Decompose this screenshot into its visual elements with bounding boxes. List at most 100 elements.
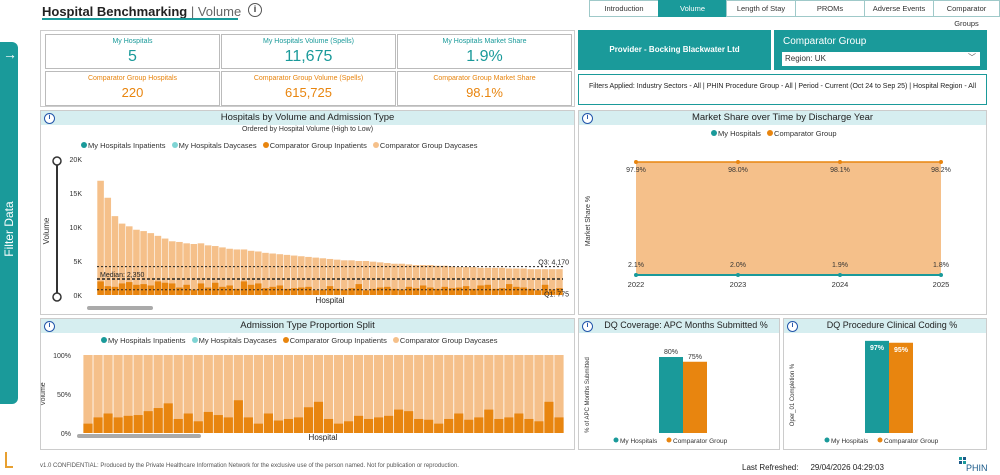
bar-comparator-inpatients: [213, 415, 223, 433]
bar-comparator-inpatients: [374, 417, 384, 433]
bar-comparator-inpatients: [326, 286, 334, 295]
bar-comparator-inpatients: [173, 418, 183, 433]
kpi-label: Comparator Group Market Share: [433, 75, 536, 82]
legend-label: My Hospitals Inpatients: [108, 336, 186, 345]
info-icon[interactable]: i: [248, 3, 262, 17]
chart-legend: My Hospitals Inpatients My Hospitals Day…: [97, 336, 497, 345]
bar-comparator-inpatients: [348, 288, 355, 295]
chart-legend: My Hospitals Inpatients My Hospitals Day…: [77, 141, 477, 150]
dq-coverage-chart: % of APC Months Submitted 80% 75% My Hospit…: [585, 349, 728, 445]
bar-comparator-daycases: [527, 269, 535, 295]
bar-comparator-daycases: [412, 265, 420, 295]
bar-comparator-daycases: [376, 262, 384, 295]
bar-comparator-daycases: [125, 226, 133, 295]
bar-comparator-inpatients: [434, 288, 441, 295]
refreshed-label: Last Refreshed:: [742, 463, 799, 472]
point-my-hospitals: [838, 273, 842, 277]
bar-comparator-inpatients: [405, 286, 413, 295]
bar-comparator-daycases: [173, 355, 183, 433]
bar-comparator-daycases: [362, 261, 370, 295]
tab-proms[interactable]: PROMs: [795, 0, 865, 17]
bar-comparator-daycases: [103, 355, 113, 433]
legend-dot: [392, 337, 399, 343]
info-icon[interactable]: i: [787, 321, 798, 332]
legend-dot: [711, 130, 717, 136]
bar-comparator-inpatients: [494, 418, 504, 433]
chart-title: Hospitals by Volume and Admission Type: [220, 112, 395, 123]
bar-comparator-daycases: [363, 355, 374, 433]
bar-comparator-inpatients: [464, 419, 474, 433]
x-tick-label: 2022: [628, 280, 645, 289]
bar-comparator-inpatients: [534, 290, 542, 295]
y-axis-label: % of APC Months Submitted: [585, 357, 591, 433]
market-share-panel: i Market Share over Time by Discharge Ye…: [578, 110, 987, 315]
chart-title: DQ Coverage: APC Months Submitted %: [604, 320, 768, 330]
bar-comparator-daycases: [326, 258, 334, 295]
tab-introduction[interactable]: Introduction: [589, 0, 659, 17]
page-title-main: Hospital Benchmarking: [42, 4, 188, 19]
bar-comparator-inpatients: [363, 418, 374, 433]
legend-dot: [171, 142, 178, 148]
tab-comparator-groups[interactable]: Comparator Groups: [933, 0, 1000, 28]
panel-header: [41, 111, 574, 125]
bar-comparator-daycases: [298, 256, 305, 295]
bar-comparator-inpatients: [226, 285, 233, 295]
x-axis-label: Hospital: [309, 433, 338, 442]
data-label-comparator: 98.2%: [931, 167, 951, 174]
bar-comparator-inpatients: [323, 418, 334, 433]
bar-comparator-daycases: [253, 355, 263, 433]
info-icon[interactable]: i: [44, 321, 55, 332]
info-icon[interactable]: i: [44, 113, 55, 124]
bar-comparator-inpatients: [133, 415, 143, 433]
legend-dot: [824, 437, 830, 443]
bar-comparator-inpatients: [111, 286, 119, 295]
bar-comparator-inpatients: [253, 423, 263, 433]
bar-comparator-inpatients: [103, 413, 113, 433]
bar-comparator-daycases: [283, 355, 294, 433]
corner-logo: [5, 452, 13, 468]
tab-adverse-events[interactable]: Adverse Events: [864, 0, 934, 17]
bar-comparator-inpatients: [153, 408, 163, 433]
dq-coding-chart: Oper_01 Completion % 97% 95% My Hospitals Co…: [790, 340, 939, 445]
annotation-q3: Q3: 4,170: [538, 260, 569, 267]
tab-length-of-stay[interactable]: Length of Stay: [726, 0, 796, 17]
y-tick-label: 0K: [73, 293, 82, 300]
filter-data-tab[interactable]: → Filter Data: [0, 42, 18, 404]
data-label-comparator: 97.9%: [626, 167, 646, 174]
bar-comparator-daycases: [133, 355, 143, 433]
y-axis-label: Volume: [42, 217, 51, 244]
bar-comparator-inpatients: [312, 290, 319, 295]
provider-button[interactable]: Provider - Bocking Blackwater Ltd: [578, 30, 771, 70]
footer-disclaimer: v1.0 CONFIDENTIAL: Produced by the Priva…: [40, 463, 459, 469]
bar-comparator-inpatients: [369, 288, 377, 295]
bar-comparator-inpatients: [513, 286, 520, 295]
kpi-my-volume: My Hospitals Volume (Spells) 11,675: [221, 34, 396, 69]
bar-comparator-daycases: [398, 263, 405, 295]
phin-logo-text: PHIN: [966, 463, 988, 472]
bar-comparator-daycases: [484, 355, 494, 433]
bar-comparator-daycases: [255, 251, 262, 295]
bar-comparator-daycases: [474, 355, 484, 433]
bar-comparator-inpatients: [454, 413, 464, 433]
info-icon[interactable]: i: [582, 113, 593, 124]
page-subtitle: Volume: [197, 4, 242, 19]
y-axis-label: Oper_01 Completion %: [790, 363, 796, 426]
data-label: 95%: [894, 347, 909, 354]
comparator-select[interactable]: Region: UK ﹀: [782, 52, 980, 66]
kpi-label: My Hospitals Market Share: [442, 38, 527, 45]
y-tick-label: 15K: [70, 191, 83, 198]
bar-comparator-daycases: [193, 355, 203, 433]
bar-comparator-inpatients: [298, 287, 305, 295]
legend-label: My Hospitals Daycases: [178, 141, 257, 150]
bar-comparator-daycases: [455, 267, 463, 295]
kpi-value: 220: [121, 85, 144, 100]
y-tick-label: 50%: [57, 392, 71, 399]
bar-comparator-daycases: [203, 355, 213, 433]
arrow-right-icon: →: [3, 46, 17, 62]
bar-comparator-inpatients: [319, 289, 327, 295]
tab-volume[interactable]: Volume: [658, 0, 727, 17]
info-icon[interactable]: i: [582, 321, 593, 332]
bar-comparator-inpatients: [168, 283, 176, 295]
bar-comparator-daycases: [394, 355, 404, 433]
data-label: 80%: [664, 349, 678, 356]
